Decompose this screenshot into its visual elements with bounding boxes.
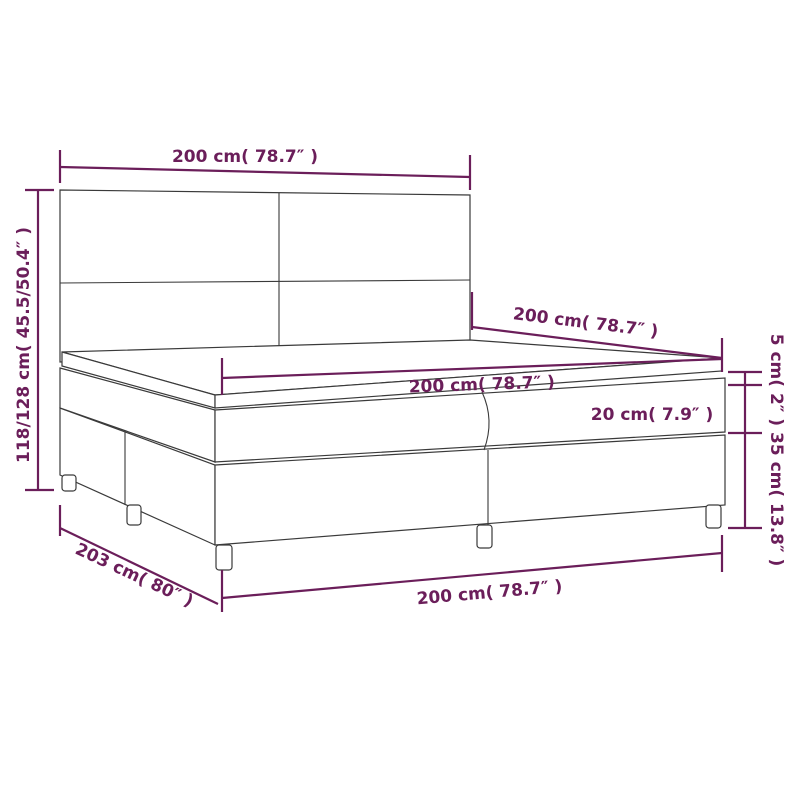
label-base-width: 200 cm( 78.7″ )	[416, 577, 563, 610]
dim-mattress-width	[221, 357, 723, 380]
label-total-length: 203 cm( 80″ )	[72, 539, 196, 611]
leg	[215, 544, 233, 571]
label-topper-base-height: 5 cm( 2″ ) 35 cm( 13.8″ )	[766, 334, 786, 567]
label-mattress-length: 200 cm( 78.7″ )	[512, 304, 659, 342]
base-front	[214, 434, 726, 546]
leg	[705, 504, 722, 529]
dimension-lines	[25, 150, 762, 612]
bed-drawing	[59, 189, 726, 571]
leg	[61, 474, 77, 492]
dim-mattress-length	[471, 325, 723, 360]
dim-headboard-width	[59, 165, 471, 179]
headboard	[59, 189, 471, 363]
label-mattress-thickness: 20 cm( 7.9″ )	[591, 405, 713, 425]
headboard-horizontal-seam	[59, 279, 471, 284]
dim-base-width	[221, 551, 723, 600]
mattress-front	[214, 377, 726, 463]
label-total-height: 118/128 cm( 45.5/50.4″ )	[14, 227, 34, 463]
mattress-seam	[481, 391, 490, 451]
leg	[476, 524, 493, 549]
dim-total-length	[59, 527, 219, 605]
label-headboard-width: 200 cm( 78.7″ )	[172, 147, 318, 167]
leg	[126, 504, 142, 526]
